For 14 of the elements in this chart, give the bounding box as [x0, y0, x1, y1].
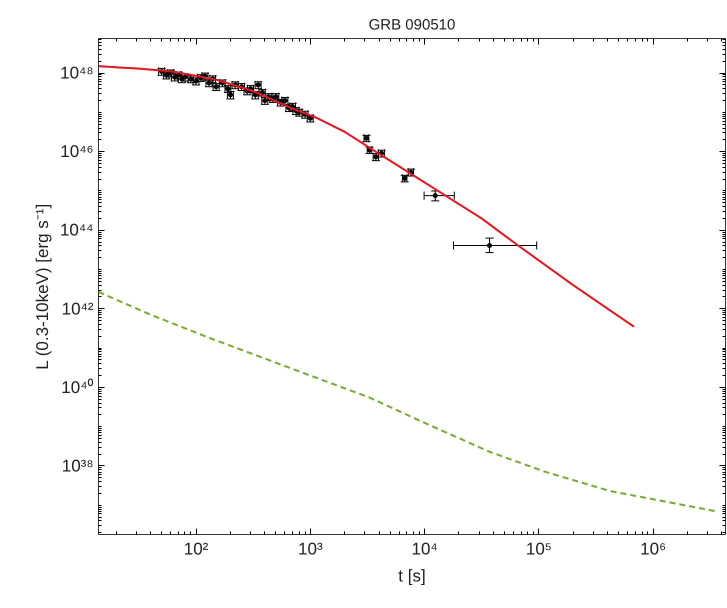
y-tick-label: 10⁴⁰: [61, 378, 94, 397]
x-axis-title: t [s]: [398, 566, 426, 586]
chart-title: GRB 090510: [368, 16, 456, 34]
y-axis-title: L (0.3-10keV) [erg s⁻¹]: [32, 204, 52, 370]
y-tick-label: 10⁴⁸: [60, 64, 94, 83]
x-tick-label: 10²: [184, 540, 209, 558]
y-tick-label: 10³⁸: [62, 456, 94, 476]
y-tick-label: 10⁴²: [62, 299, 94, 318]
y-tick-label: 10⁴⁴: [60, 220, 94, 240]
x-tick-label: 10³: [298, 540, 323, 558]
x-tick-label: 10⁵: [526, 540, 552, 558]
x-tick-label: 10⁴: [411, 540, 438, 558]
x-tick-label: 10⁶: [640, 540, 666, 558]
y-tick-label: 10⁴⁶: [60, 142, 94, 162]
